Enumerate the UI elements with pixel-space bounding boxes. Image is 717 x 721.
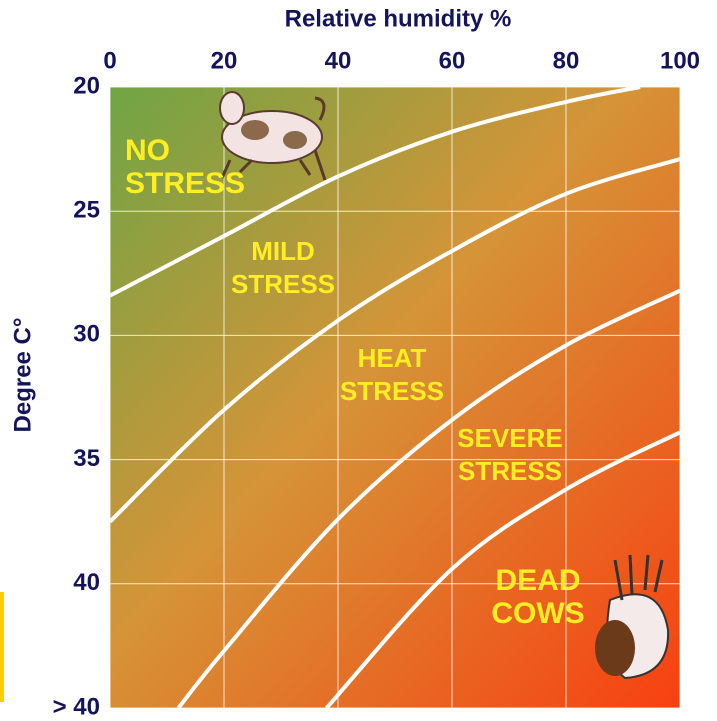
zone-label: STRESS: [458, 456, 562, 486]
chart: Relative humidity % Degree C° NOSTRESSMI…: [0, 0, 717, 721]
zone-label: STRESS: [340, 376, 444, 406]
zone-label: HEAT: [358, 343, 427, 373]
x-tick-label: 0: [103, 47, 116, 74]
zone-label: MILD: [251, 236, 315, 266]
x-tick-label: 100: [660, 47, 700, 74]
y-tick-label: 30: [73, 321, 100, 348]
x-tick-label: 80: [553, 47, 580, 74]
edge-accent: [0, 592, 4, 702]
zone-label: COWS: [491, 597, 584, 630]
zone-label: STRESS: [125, 167, 245, 200]
x-tick-label: 60: [439, 47, 466, 74]
zone-label: SEVERE: [457, 423, 563, 453]
zone-label: DEAD: [495, 564, 580, 597]
x-tick-label: 20: [211, 47, 238, 74]
y-tick-label: 40: [73, 569, 100, 596]
zone-label: STRESS: [231, 269, 335, 299]
y-tick-label: 20: [73, 72, 100, 99]
y-tick-label: 35: [73, 445, 100, 472]
x-tick-label: 40: [325, 47, 352, 74]
zone-label: NO: [125, 134, 170, 167]
y-tick-label: 25: [73, 197, 100, 224]
x-axis-title: Relative humidity %: [285, 5, 512, 32]
y-axis-title: Degree C°: [9, 318, 36, 433]
y-tick-label: > 40: [53, 693, 100, 720]
